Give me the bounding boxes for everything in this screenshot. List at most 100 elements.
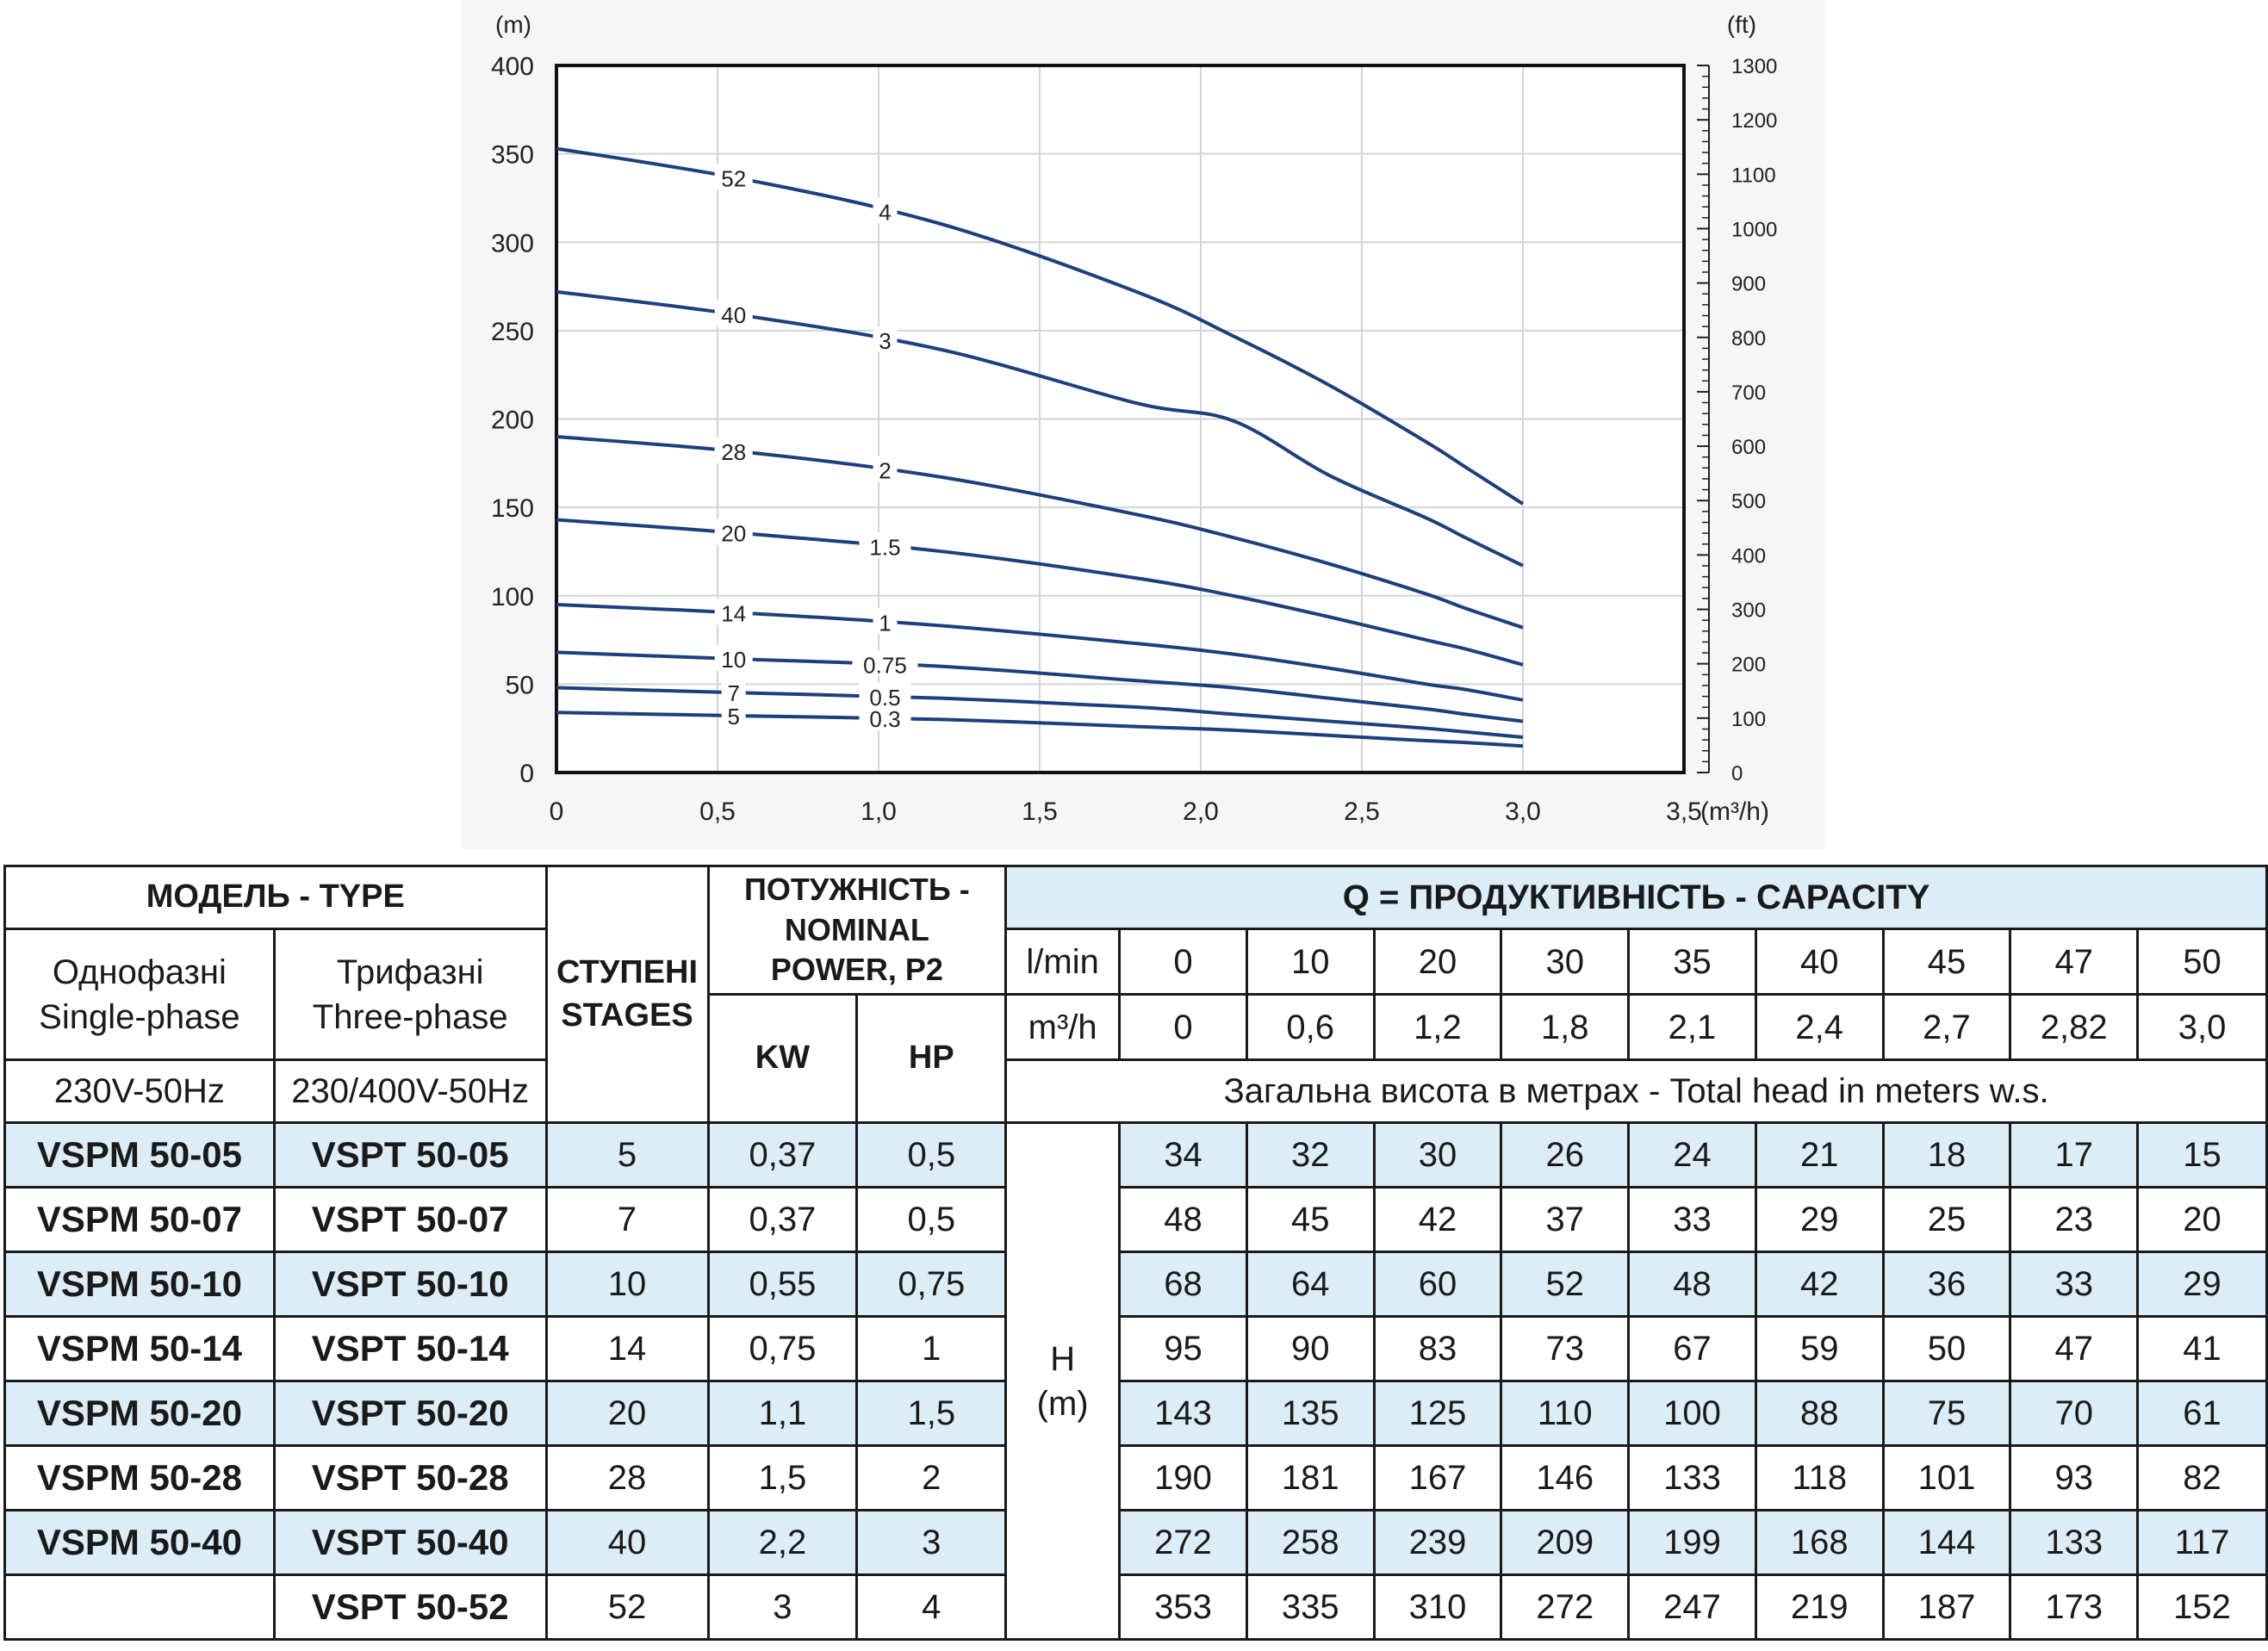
series-label-bg <box>721 701 746 728</box>
head-value: 117 <box>2136 1509 2268 1576</box>
head-value: 34 <box>1118 1121 1248 1189</box>
stages-cell: 20 <box>544 1380 710 1447</box>
head-value: 100 <box>1627 1380 1757 1447</box>
y-axis-label: (m) <box>495 11 531 38</box>
head-value: 187 <box>1881 1573 2012 1641</box>
series-label-bg <box>714 301 753 327</box>
head-value: 93 <box>2009 1444 2140 1511</box>
single-voltage: 230V-50Hz <box>3 1058 276 1124</box>
table-row: VSPT 50-52 52 3 4 353 335 310 272 247 219 187 173 15… <box>3 1573 2268 1641</box>
head-value: 83 <box>1372 1315 1503 1382</box>
single-phase-model: VSPM 50-14 <box>3 1315 276 1382</box>
head-value: 18 <box>1881 1121 2012 1189</box>
head-value: 181 <box>1245 1444 1376 1511</box>
y2-tick-label: 900 <box>1731 273 1766 296</box>
x-tick-label: 3,5 <box>1666 798 1702 826</box>
head-value: 95 <box>1118 1315 1248 1382</box>
capacity-header: Q = ПРОДУКТИВНІСТЬ - CAPACITY <box>1004 865 2268 930</box>
head-value: 29 <box>2136 1251 2268 1318</box>
head-value: 21 <box>1754 1121 1885 1189</box>
series-label-bg <box>714 644 753 671</box>
single-phase-model: VSPM 50-40 <box>3 1509 276 1576</box>
head-value: 146 <box>1500 1444 1631 1511</box>
head-value: 48 <box>1118 1186 1248 1253</box>
y2-tick-label: 0 <box>1731 762 1743 785</box>
head-value: 60 <box>1372 1251 1503 1318</box>
x-tick-label: 2,5 <box>1344 798 1380 826</box>
three-phase-header: Трифазні Three-phase <box>272 928 548 1061</box>
total-head-label: Загальна висота в метрах - Total head in… <box>1004 1058 2268 1124</box>
series-label-bg <box>873 326 898 352</box>
stages-cell: 28 <box>544 1444 710 1511</box>
head-value: 335 <box>1245 1573 1376 1641</box>
m3h-value: 2,82 <box>2009 993 2140 1061</box>
stages-cell: 14 <box>544 1315 710 1382</box>
m3h-value: 0 <box>1118 993 1248 1061</box>
stages-cell: 40 <box>544 1509 710 1576</box>
head-value: 47 <box>2009 1315 2140 1382</box>
y2-tick-label: 100 <box>1731 708 1766 731</box>
x-tick-label: 0 <box>550 798 564 826</box>
head-value: 133 <box>1627 1444 1757 1511</box>
pump-curve-chart: 0 0,5 1,0 1,5 2,0 2,5 3,0 3,5 (m³/h) 0 50 100 150 200… <box>462 0 1824 849</box>
single-phase-model: VSPM 50-05 <box>3 1121 276 1189</box>
y2-tick-label: 500 <box>1731 490 1766 513</box>
lmin-value: 30 <box>1500 928 1631 996</box>
lmin-value: 40 <box>1754 928 1885 996</box>
stages-label: 20 <box>721 521 746 547</box>
table-row: VSPM 50-20 VSPT 50-20 20 1,1 1,5 143 135 125 110… <box>3 1380 2268 1447</box>
m3h-label: m³/h <box>1004 993 1122 1061</box>
stages-header: СТУПЕНІ STAGES <box>544 865 710 1124</box>
x-tick-label: 3,0 <box>1505 798 1541 826</box>
single-phase-model: VSPM 50-28 <box>3 1444 276 1511</box>
series-label-bg <box>859 704 911 731</box>
kw-cell: 0,37 <box>706 1121 859 1189</box>
lmin-value: 35 <box>1627 928 1757 996</box>
m3h-value: 3,0 <box>2136 993 2268 1061</box>
y2-tick-label: 1100 <box>1731 164 1776 187</box>
head-value: 48 <box>1627 1251 1757 1318</box>
head-value: 37 <box>1500 1186 1631 1253</box>
m3h-value: 2,1 <box>1627 993 1757 1061</box>
three-phase-model: VSPT 50-28 <box>272 1444 548 1511</box>
lmin-value: 10 <box>1245 928 1376 996</box>
series-label-bg <box>714 164 753 190</box>
head-value: 219 <box>1754 1573 1885 1641</box>
three-phase-model: VSPT 50-07 <box>272 1186 548 1253</box>
stages-label: 28 <box>721 439 746 465</box>
three-phase-model: VSPT 50-52 <box>272 1573 548 1641</box>
head-value: 73 <box>1500 1315 1631 1382</box>
lmin-value: 47 <box>2009 928 2140 996</box>
power-header: ПОТУЖНІСТЬ - NOMINAL POWER, P2 <box>706 865 1008 996</box>
series-line <box>556 650 1524 723</box>
stages-label: 7 <box>727 680 739 706</box>
hp-cell: 3 <box>855 1509 1008 1576</box>
hp-cell: 1,5 <box>855 1380 1008 1447</box>
head-value: 110 <box>1500 1380 1631 1447</box>
head-value: 310 <box>1372 1573 1503 1641</box>
y-tick-label: 400 <box>491 53 534 81</box>
x-tick-label: 2,0 <box>1183 798 1219 826</box>
three-phase-model: VSPT 50-40 <box>272 1509 548 1576</box>
lmin-value: 50 <box>2136 928 2268 996</box>
h-label: H <box>1050 1339 1076 1378</box>
three-phase-model: VSPT 50-20 <box>272 1380 548 1447</box>
head-value: 239 <box>1372 1509 1503 1576</box>
kw-cell: 0,75 <box>706 1315 859 1382</box>
power-label: 0.5 <box>869 685 900 711</box>
power-label: 1.5 <box>869 534 900 560</box>
y2-tick-label: 600 <box>1731 436 1766 459</box>
y-tick-label: 200 <box>491 407 534 435</box>
head-value: 247 <box>1627 1573 1757 1641</box>
m3h-value: 2,4 <box>1754 993 1885 1061</box>
head-value: 272 <box>1118 1509 1248 1576</box>
head-value: 101 <box>1881 1444 2012 1511</box>
head-value: 190 <box>1118 1444 1248 1511</box>
power-label: 0.75 <box>863 652 907 678</box>
head-value: 168 <box>1754 1509 1885 1576</box>
hp-cell: 4 <box>855 1573 1008 1641</box>
kw-cell: 0,55 <box>706 1251 859 1318</box>
hp-cell: 0,75 <box>855 1251 1008 1318</box>
kw-header: KW <box>706 993 859 1124</box>
m3h-value: 1,2 <box>1372 993 1503 1061</box>
